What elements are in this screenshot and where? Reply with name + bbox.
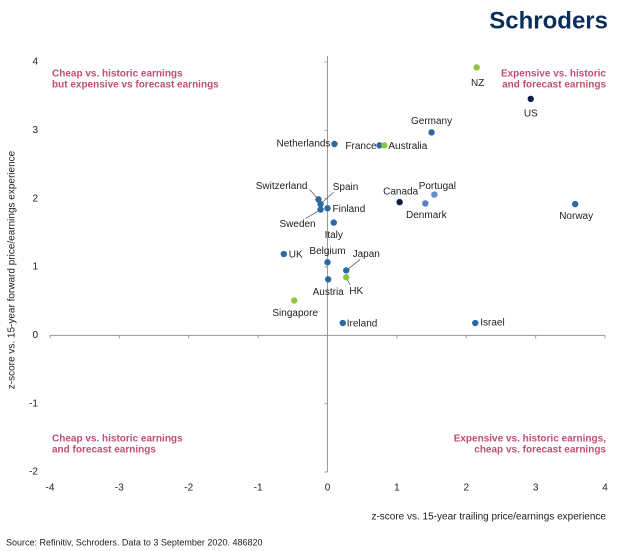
point xyxy=(376,142,383,149)
y-tick-label: -2 xyxy=(29,467,38,478)
point xyxy=(317,206,324,213)
quadrant-label: Expensive vs. historic earnings, xyxy=(454,434,607,445)
point xyxy=(315,196,322,203)
x-tick-label: -4 xyxy=(46,483,55,494)
point xyxy=(291,297,298,304)
point-label: Canada xyxy=(383,187,418,198)
point xyxy=(280,250,287,258)
point-label: Israel xyxy=(480,318,504,329)
point xyxy=(343,274,350,281)
point xyxy=(431,191,438,198)
x-tick-label: -1 xyxy=(254,483,263,494)
point-label: Spain xyxy=(333,182,359,193)
point xyxy=(571,200,579,208)
point xyxy=(381,142,388,149)
point-label: Norway xyxy=(559,211,593,222)
x-tick-label: 1 xyxy=(394,483,400,494)
y-tick-label: 4 xyxy=(32,57,38,68)
y-tick-label: 3 xyxy=(32,125,38,136)
y-tick-label: 1 xyxy=(32,262,38,273)
point xyxy=(422,200,429,207)
point-label: Belgium xyxy=(309,246,345,257)
point-label: Ireland xyxy=(347,319,378,330)
x-tick-label: -2 xyxy=(184,483,193,494)
point-label: Portugal xyxy=(419,181,456,192)
point-label: Finland xyxy=(333,204,366,215)
y-tick-label: 2 xyxy=(32,193,38,204)
quadrant-label: Expensive vs. historic xyxy=(501,69,606,80)
point xyxy=(343,267,350,274)
point xyxy=(330,219,337,226)
point-label: Germany xyxy=(411,116,452,127)
quadrant-label: but expensive vs forecast earnings xyxy=(52,80,219,91)
point-label: HK xyxy=(349,286,363,297)
quadrant-label: and forecast earnings xyxy=(502,80,606,91)
point-label: Singapore xyxy=(272,308,318,319)
point xyxy=(324,205,331,212)
y-tick-label: -1 xyxy=(29,398,38,409)
point-label: Sweden xyxy=(279,219,315,230)
point xyxy=(339,319,346,327)
point xyxy=(527,95,534,103)
point xyxy=(324,259,331,266)
x-tick-label: 2 xyxy=(463,483,469,494)
quadrant-label: Cheap vs. historic earnings xyxy=(52,69,183,80)
point xyxy=(428,129,435,136)
quadrant-label: and forecast earnings xyxy=(52,445,156,456)
point-label: Japan xyxy=(353,249,380,260)
point-label: Netherlands xyxy=(277,139,331,150)
point xyxy=(331,140,338,148)
point xyxy=(324,276,332,283)
point-label: Switzerland xyxy=(256,181,308,192)
brand-logo: Schroders xyxy=(489,7,608,34)
point xyxy=(396,198,403,206)
point-label: Denmark xyxy=(406,210,448,221)
quadrant-label: Cheap vs. historic earnings xyxy=(52,434,183,445)
point-label: UK xyxy=(289,250,303,261)
x-tick-label: 0 xyxy=(325,483,331,494)
x-tick-label: 3 xyxy=(533,483,539,494)
x-tick-label: 4 xyxy=(602,483,608,494)
point-label: Italy xyxy=(325,230,343,241)
y-axis-label: z-score vs. 15-year forward price/earnin… xyxy=(7,150,18,389)
point-label: Austria xyxy=(313,287,345,298)
point-label: France xyxy=(345,141,377,152)
point-label: Australia xyxy=(388,141,427,152)
point-label: NZ xyxy=(471,78,484,89)
x-tick-label: -3 xyxy=(115,483,124,494)
point xyxy=(317,200,324,208)
point xyxy=(473,64,480,71)
source-note: Source: Refinitiv, Schroders. Data to 3 … xyxy=(6,537,262,547)
y-tick-label: 0 xyxy=(32,330,38,341)
x-axis-label: z-score vs. 15-year trailing price/earni… xyxy=(371,512,606,523)
point-label: US xyxy=(524,109,538,120)
quadrant-label: cheap vs. forecast earnings xyxy=(474,445,606,456)
point xyxy=(472,319,479,327)
